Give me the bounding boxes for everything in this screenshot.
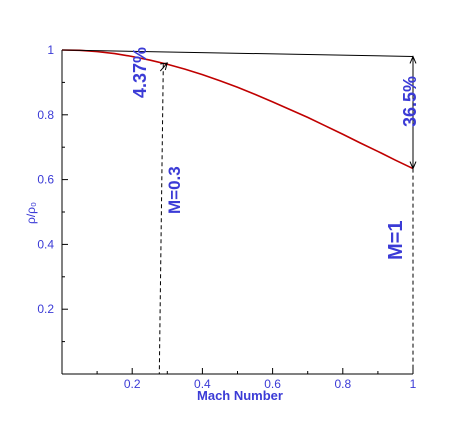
arrow-36-5-percent-head-bottom <box>409 161 417 170</box>
arrow-36-5-percent-head-top <box>409 55 417 64</box>
arrow-4-37-percent-head <box>160 62 168 71</box>
density-ratio-curve <box>61 49 414 170</box>
x-tick-label: 0.4 <box>194 377 211 391</box>
x-tick-label: 1 <box>410 377 417 391</box>
dashed-line-m-0-3 <box>158 64 164 375</box>
annotation-36-5-percent: 36.5% <box>400 76 420 127</box>
arrow-4-37-percent <box>159 62 168 72</box>
y-tick-label: 1 <box>47 43 54 57</box>
annotation-4-37-percent: 4.37% <box>130 47 150 98</box>
x-tick-label: 0.8 <box>334 377 351 391</box>
y-tick-label: 0.6 <box>37 173 54 187</box>
x-tick-label: 0.2 <box>124 377 141 391</box>
y-tick-label: 0.2 <box>37 302 54 316</box>
annotation-m-1: M=1 <box>385 221 407 260</box>
plot-layer: 0.2 0.4 0.6 0.8 1 0.2 0.4 0.6 0.8 1 <box>37 43 416 391</box>
y-axis-title: ρ/ρ₀ <box>24 202 38 224</box>
annotation-layer: 4.37% 36.5% M=0.3 M=1 <box>130 47 420 260</box>
annotation-m-0-3: M=0.3 <box>165 166 184 214</box>
y-tick-label: 0.8 <box>37 108 54 122</box>
y-tick-label: 0.4 <box>37 237 54 251</box>
x-axis-title: Mach Number <box>197 388 283 403</box>
x-tick-label: 0.6 <box>264 377 281 391</box>
reference-line <box>61 49 414 57</box>
